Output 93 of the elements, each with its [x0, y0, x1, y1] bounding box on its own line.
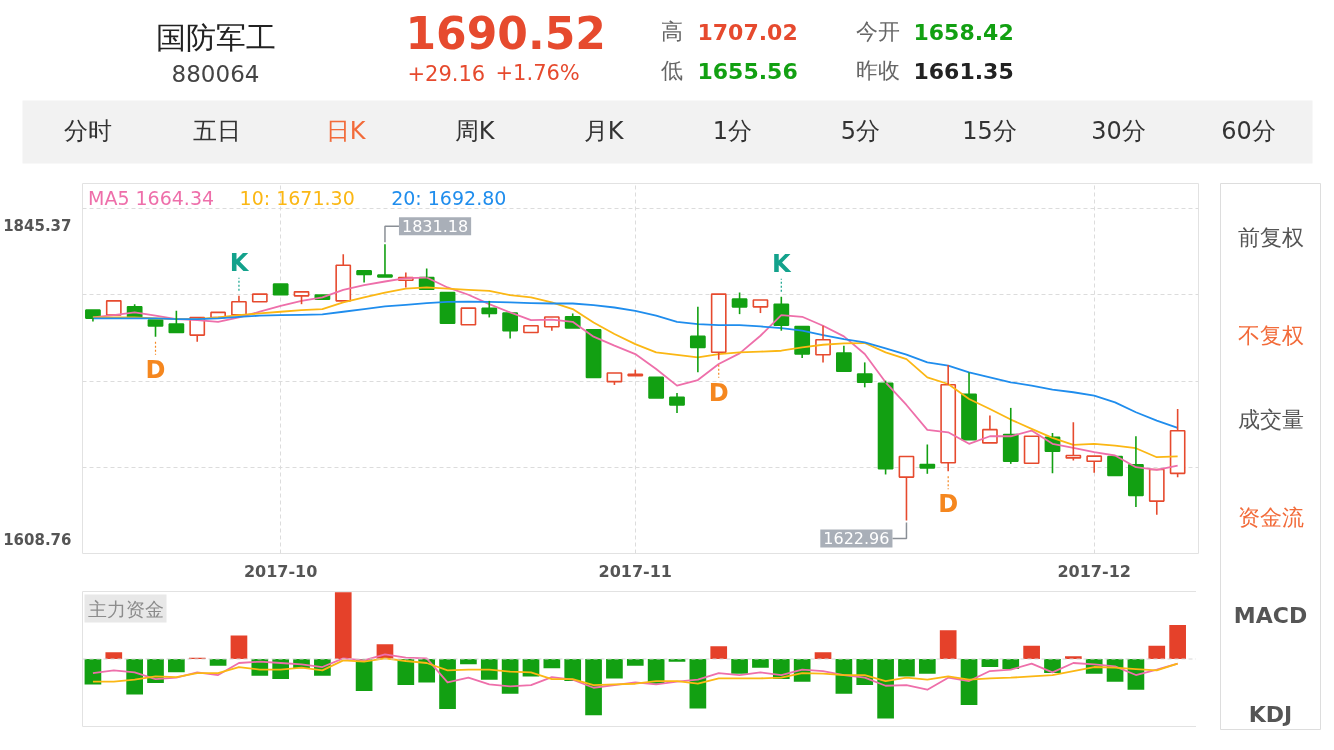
bar	[731, 659, 748, 674]
candlestick	[1107, 455, 1123, 477]
text: 880064	[171, 61, 260, 87]
bar	[334, 592, 352, 659]
candlestick	[231, 295, 247, 316]
text: 成交量	[1237, 407, 1304, 432]
bar	[397, 659, 415, 686]
candlestick	[460, 307, 477, 326]
text: 1690.52	[405, 8, 606, 59]
bar	[626, 659, 644, 666]
bar	[898, 659, 915, 677]
text: 资金流	[1237, 505, 1304, 530]
text: 高	[660, 19, 683, 44]
y-tick-label: 1608.76	[3, 531, 72, 550]
bar	[168, 659, 185, 673]
annotation: D	[708, 378, 729, 407]
bar	[939, 630, 957, 659]
text: 10: 1671.30	[239, 187, 355, 209]
chart-title: 主力资金	[87, 597, 164, 620]
text: 1分	[712, 116, 753, 145]
bar	[814, 652, 832, 659]
candlestick	[835, 344, 852, 373]
text: 日K	[325, 116, 367, 145]
text: +1.76%	[495, 60, 580, 85]
text: 1831.18	[401, 217, 469, 237]
text: 1655.56	[697, 58, 798, 84]
annotation: D	[145, 355, 166, 384]
bar	[918, 659, 936, 674]
candlestick	[940, 364, 957, 472]
text: 1661.35	[913, 58, 1014, 84]
text: +29.16	[407, 61, 486, 86]
bar	[752, 659, 769, 668]
candlestick	[481, 300, 498, 319]
x-tick-label: 2017-12	[1057, 561, 1131, 581]
candlestick	[1086, 455, 1103, 474]
text: 15分	[962, 116, 1017, 145]
candlestick	[272, 283, 289, 296]
candlestick	[669, 392, 685, 414]
candlestick	[1023, 435, 1040, 464]
text: 前复权	[1237, 225, 1304, 250]
bar	[1023, 645, 1040, 659]
candlestick	[356, 270, 372, 284]
text: KDJ	[1248, 702, 1293, 727]
text: 今开	[855, 19, 900, 44]
text: 5分	[840, 116, 881, 145]
text: MACD	[1233, 603, 1308, 628]
text: 1622.96	[823, 529, 890, 549]
candlestick	[815, 325, 831, 364]
text: 1658.42	[913, 19, 1014, 45]
bar	[1169, 624, 1186, 659]
candlestick	[1002, 407, 1019, 465]
candlestick	[105, 300, 122, 316]
candlestick	[251, 293, 268, 303]
text: 60分	[1221, 116, 1276, 145]
text: 昨收	[855, 58, 900, 83]
bar	[710, 646, 728, 659]
candlestick	[1148, 468, 1165, 516]
text: 月K	[583, 116, 625, 145]
annotation: K	[229, 248, 250, 277]
x-tick-label: 2017-10	[243, 561, 318, 581]
bar	[877, 659, 894, 719]
text: 五日	[192, 116, 241, 145]
candlestick	[961, 371, 977, 441]
text: 20: 1692.80	[391, 187, 507, 209]
candlestick	[1128, 435, 1144, 508]
annotation: K	[772, 249, 792, 278]
candlestick	[648, 376, 665, 399]
candlestick	[335, 253, 352, 302]
candlestick	[585, 328, 602, 379]
y-tick-label: 1845.37	[3, 217, 72, 236]
text: MA5 1664.34	[88, 187, 215, 209]
bar	[230, 635, 248, 659]
annotation: D	[938, 490, 959, 519]
text: 分时	[63, 116, 112, 145]
bar	[585, 659, 602, 716]
candlestick	[898, 455, 915, 522]
candlestick	[377, 243, 393, 278]
text: 国防军工	[155, 20, 276, 55]
candlestick	[502, 312, 519, 340]
bar	[209, 659, 227, 666]
text: 不复权	[1237, 323, 1304, 348]
text: 周K	[454, 116, 496, 145]
bar	[1148, 645, 1166, 659]
bar	[105, 652, 123, 659]
x-tick-label: 2017-11	[598, 561, 672, 581]
candlestick	[710, 293, 727, 361]
text: 1707.02	[697, 19, 798, 45]
bar	[606, 659, 623, 679]
text: 30分	[1091, 116, 1146, 145]
candlestick	[523, 325, 539, 334]
candlestick	[856, 361, 873, 389]
text: 低	[660, 58, 683, 83]
candlestick	[689, 306, 706, 374]
